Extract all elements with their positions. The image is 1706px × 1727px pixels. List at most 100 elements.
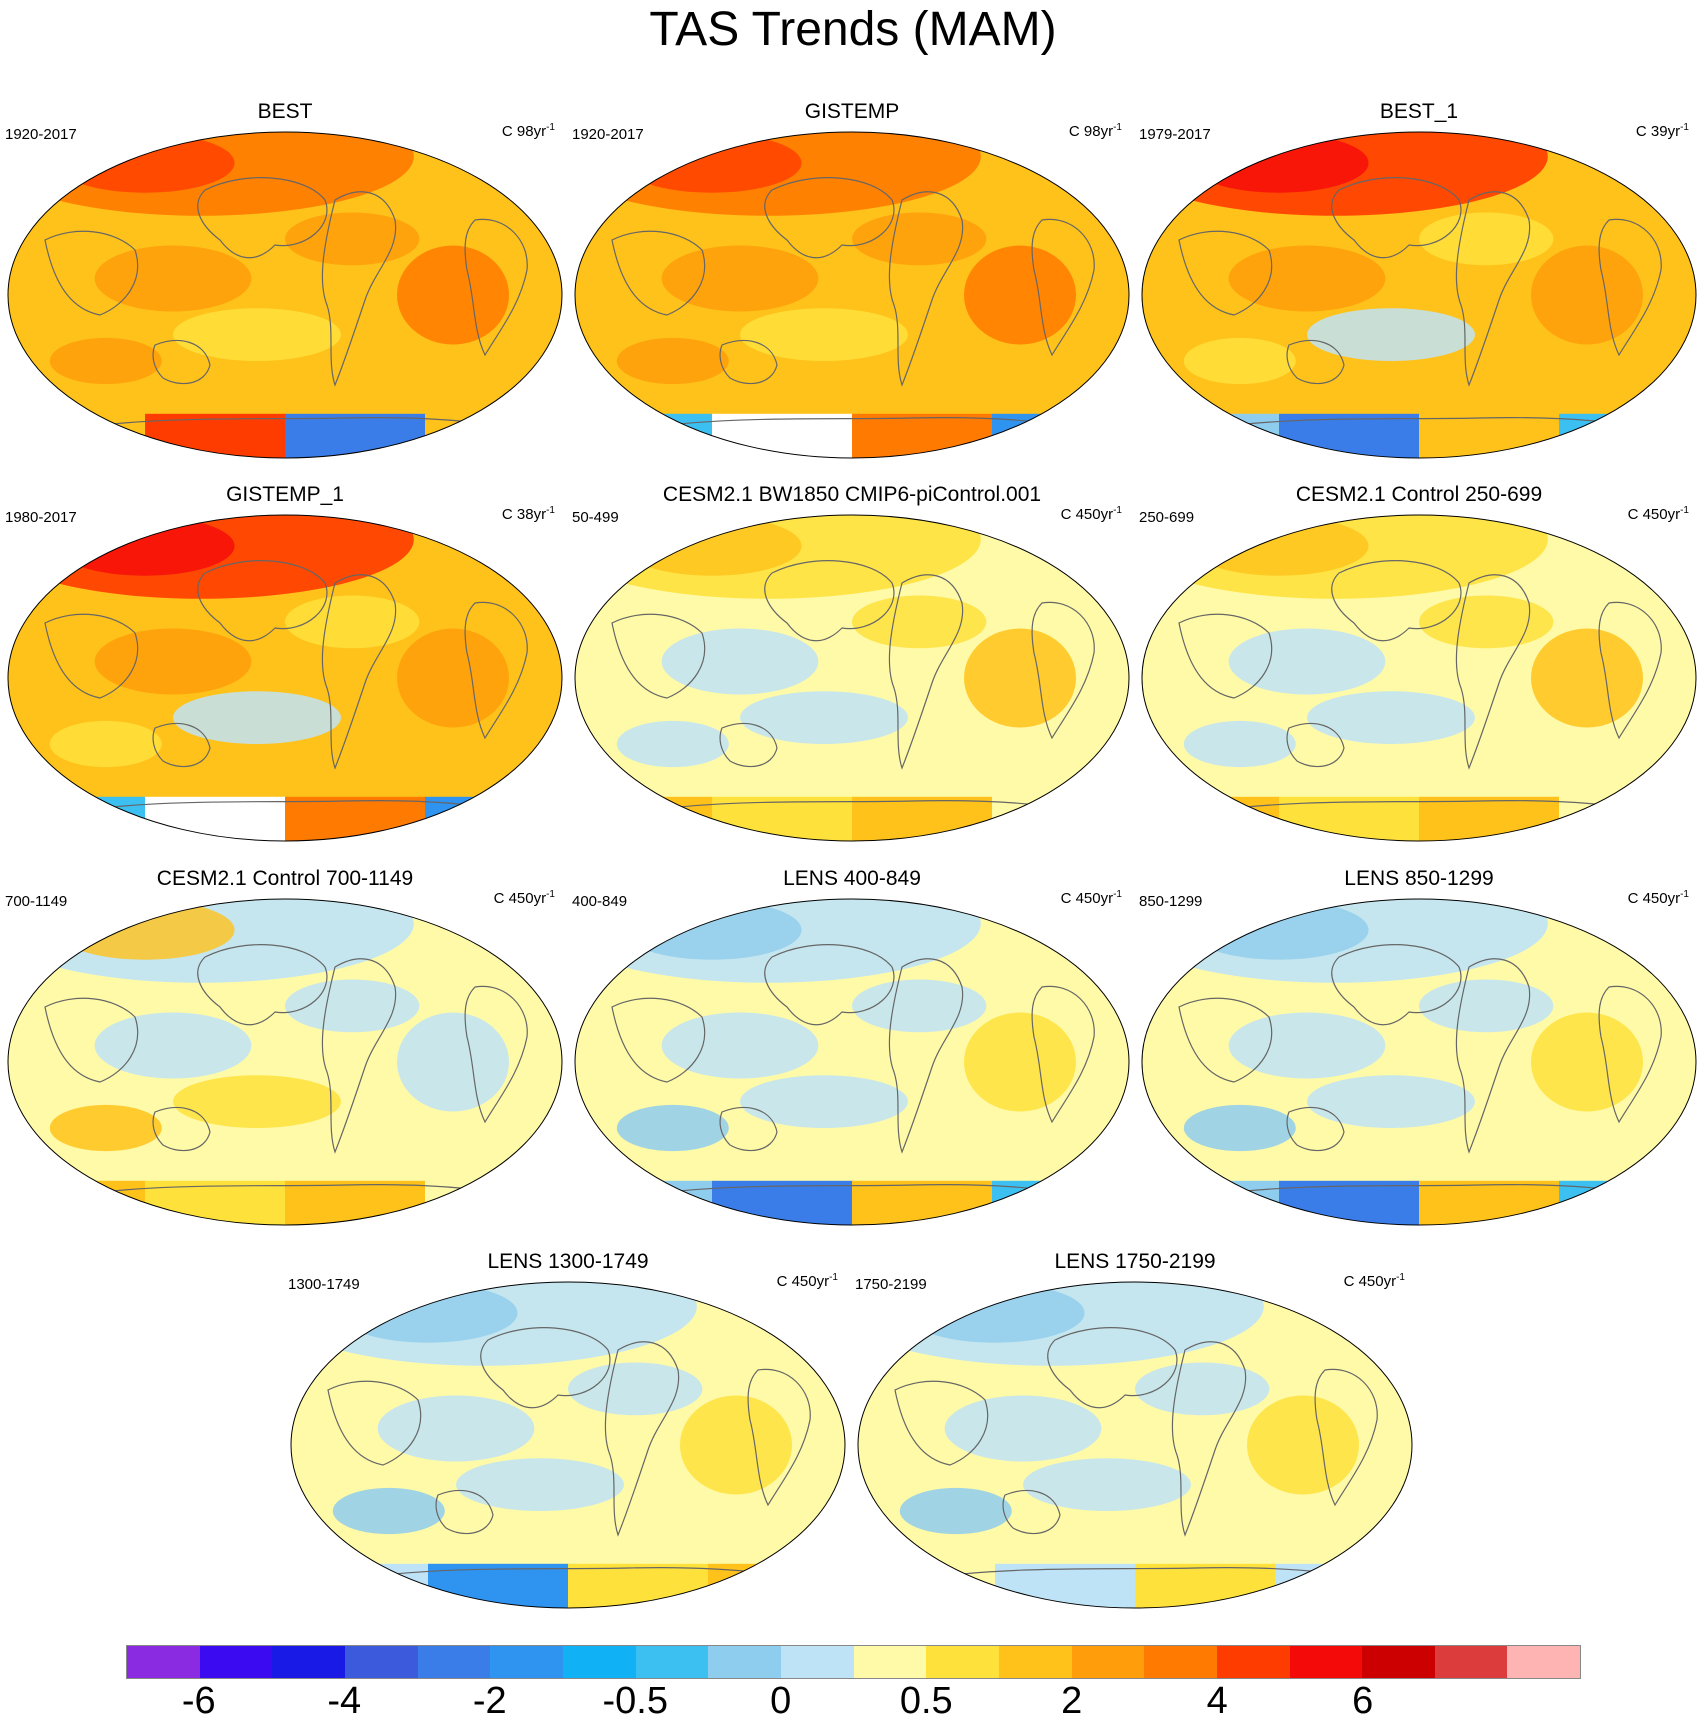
map-panel-lens2: LENS 850-1299 850-1299 C 450yr-1	[1139, 867, 1699, 1227]
map-field-antarctic	[575, 796, 713, 841]
map-field-antarctic	[858, 1563, 996, 1608]
panel-units: C 450yr-1	[494, 889, 555, 907]
map-field-anomaly	[1531, 628, 1643, 728]
map-field-anomaly	[1419, 595, 1554, 649]
panel-units-text: C 450yr	[1343, 1273, 1397, 1290]
map-svg	[7, 514, 563, 842]
panel-units-text: C 98yr	[1068, 123, 1114, 140]
map-field-anomaly	[852, 979, 987, 1033]
map-svg	[290, 1281, 846, 1609]
map-field-antarctic	[8, 796, 146, 841]
figure-title: TAS Trends (MAM)	[649, 3, 1057, 56]
map-field-anomaly	[1419, 212, 1554, 266]
map-field-antarctic	[1559, 1180, 1696, 1225]
map-svg	[1141, 131, 1697, 459]
coastline	[747, 1368, 811, 1507]
coastline	[1002, 1490, 1061, 1535]
coastline	[197, 944, 328, 1026]
map-svg	[7, 131, 563, 459]
map-svg	[574, 514, 1130, 842]
colorbar-box	[1434, 1646, 1508, 1678]
map-field-antarctic	[1142, 1180, 1280, 1225]
map-field-anomaly	[285, 212, 420, 266]
map-field-anomaly	[94, 1012, 252, 1079]
panel-units: C 450yr-1	[1628, 505, 1689, 523]
panel-period: 1920-2017	[572, 126, 644, 143]
coastline	[611, 997, 706, 1083]
map-field-anomaly	[944, 1395, 1102, 1462]
panel-units-exponent: -1	[1113, 505, 1122, 516]
coastline	[321, 958, 397, 1154]
colorbar-tick-label: 2	[1061, 1680, 1083, 1722]
colorbar-tick-label: -2	[472, 1680, 507, 1722]
map-field-antarctic	[291, 1563, 429, 1608]
panel-title: BEST_1	[1379, 100, 1459, 123]
panel-units-exponent: -1	[546, 889, 555, 900]
coastline	[764, 944, 895, 1026]
coastline	[1314, 1368, 1378, 1507]
map-panel-best1: BEST_1 1979-2017 C 39yr-1	[1139, 100, 1699, 460]
map-panel-gistemp: GISTEMP 1920-2017 C 98yr-1	[572, 100, 1132, 460]
map-field-anomaly	[94, 245, 252, 312]
map-panel-cesm2: CESM2.1 Control 250-699 250-699 C 450yr-1	[1139, 483, 1699, 843]
map-svg	[7, 898, 563, 1226]
map-field-anomaly	[964, 628, 1076, 728]
map-field-antarctic	[1559, 796, 1696, 841]
map-field-anomaly	[1183, 720, 1296, 768]
map-svg	[574, 131, 1130, 459]
colorbar-tick-label: -4	[327, 1680, 362, 1722]
map-field-anomaly	[964, 1012, 1076, 1112]
colorbar-box	[1362, 1646, 1435, 1678]
map-outline	[1141, 131, 1697, 459]
panel-period: 1979-2017	[1139, 126, 1211, 143]
coastline	[1455, 191, 1531, 387]
colorbar-box	[272, 1646, 345, 1678]
colorbar-box	[853, 1646, 927, 1678]
coastline	[464, 985, 528, 1124]
coastline	[719, 340, 778, 385]
colorbar-box	[635, 1646, 709, 1678]
coastline	[44, 613, 139, 699]
panel-title: LENS 850-1299	[1344, 867, 1494, 890]
map-field-antarctic	[992, 796, 1129, 841]
panel-units-exponent: -1	[1680, 889, 1689, 900]
coastline	[1171, 1341, 1247, 1537]
map-field-anomaly	[1183, 337, 1296, 385]
map-panel-lens3: LENS 1300-1749 1300-1749 C 450yr-1	[288, 1250, 848, 1610]
panel-period: 50-499	[572, 509, 619, 526]
map-field-anomaly	[680, 1395, 792, 1495]
map-field-anomaly	[285, 979, 420, 1033]
colorbar-tick-label: -6	[181, 1680, 216, 1722]
panel-period: 1980-2017	[5, 509, 77, 526]
map-field-antarctic	[575, 1180, 713, 1225]
coastline	[764, 177, 895, 259]
map-field-anomaly	[1419, 979, 1554, 1033]
panel-units-exponent: -1	[546, 122, 555, 133]
map-svg	[1141, 898, 1697, 1226]
colorbar-tick-label: 4	[1206, 1680, 1228, 1722]
coastline	[197, 177, 328, 259]
coastline	[1047, 1327, 1178, 1409]
map-field-anomaly	[1135, 1362, 1270, 1416]
panel-units-exponent: -1	[1396, 1272, 1405, 1283]
colorbar-tick-label: 6	[1352, 1680, 1374, 1722]
panel-units-exponent: -1	[546, 505, 555, 516]
map-field-antarctic	[1275, 1563, 1412, 1608]
map-field-anomaly	[1228, 1012, 1386, 1079]
coastline	[321, 574, 397, 770]
map-outline	[1141, 514, 1697, 842]
colorbar-box	[780, 1646, 854, 1678]
colorbar-box	[199, 1646, 273, 1678]
coastline	[1455, 958, 1531, 1154]
map-outline	[7, 514, 563, 842]
coastline	[44, 997, 139, 1083]
map-outline	[7, 898, 563, 1226]
map-field-anomaly	[661, 628, 819, 695]
panel-title: LENS 400-849	[783, 867, 921, 890]
map-field-anomaly	[616, 337, 729, 385]
coastline	[1286, 723, 1345, 768]
map-field-anomaly	[568, 1362, 703, 1416]
map-svg	[1141, 514, 1697, 842]
map-field-antarctic	[425, 796, 562, 841]
coastline	[435, 1490, 494, 1535]
